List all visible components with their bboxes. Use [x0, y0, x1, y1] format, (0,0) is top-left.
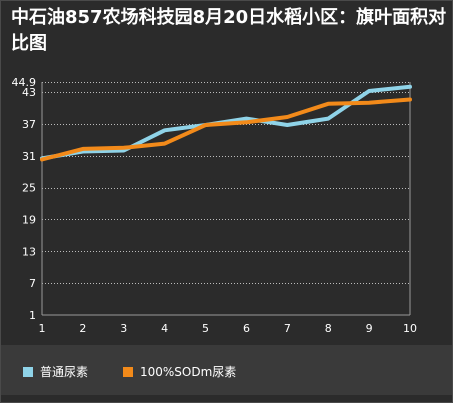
- y-tick-label-3: 37: [22, 118, 36, 131]
- x-tick-label-10: 10: [403, 322, 417, 335]
- x-tick-label-7: 7: [284, 322, 291, 335]
- x-tick-label-5: 5: [202, 322, 209, 335]
- legend-swatch-series-1: [23, 367, 33, 377]
- x-tick-label-6: 6: [243, 322, 250, 335]
- y-tick-label-1: 44.9: [12, 76, 37, 89]
- y-tick-label-2: 43: [22, 86, 36, 99]
- legend-swatch-series-2: [123, 367, 133, 377]
- x-tick-label-4: 4: [161, 322, 168, 335]
- legend: 普通尿素 100%SODm尿素: [1, 345, 452, 395]
- y-tick-label-7: 13: [22, 245, 36, 258]
- y-tick-label-9: 1: [29, 309, 36, 322]
- y-tick-label-4: 31: [22, 150, 36, 163]
- x-tick-label-3: 3: [120, 322, 127, 335]
- y-tick-label-8: 7: [29, 277, 36, 290]
- x-tick-label-1: 1: [39, 322, 46, 335]
- legend-label-series-2: 100%SODm尿素: [140, 365, 237, 379]
- chart-title: 中石油857农场科技园8月20日水稻小区：旗叶面积对比图: [11, 7, 447, 54]
- series-line-2: [40, 97, 412, 162]
- y-tick-label-6: 19: [22, 213, 36, 226]
- plot-area: 44.943 37 31 25 19 13 7 11 2 3 4 5 6 7 8 9 10: [12, 76, 418, 335]
- x-tick-label-9: 9: [366, 322, 373, 335]
- y-tick-label-5: 25: [22, 182, 36, 195]
- legend-label-series-1: 普通尿素: [40, 365, 89, 379]
- x-tick-label-8: 8: [325, 322, 332, 335]
- x-tick-label-2: 2: [79, 322, 86, 335]
